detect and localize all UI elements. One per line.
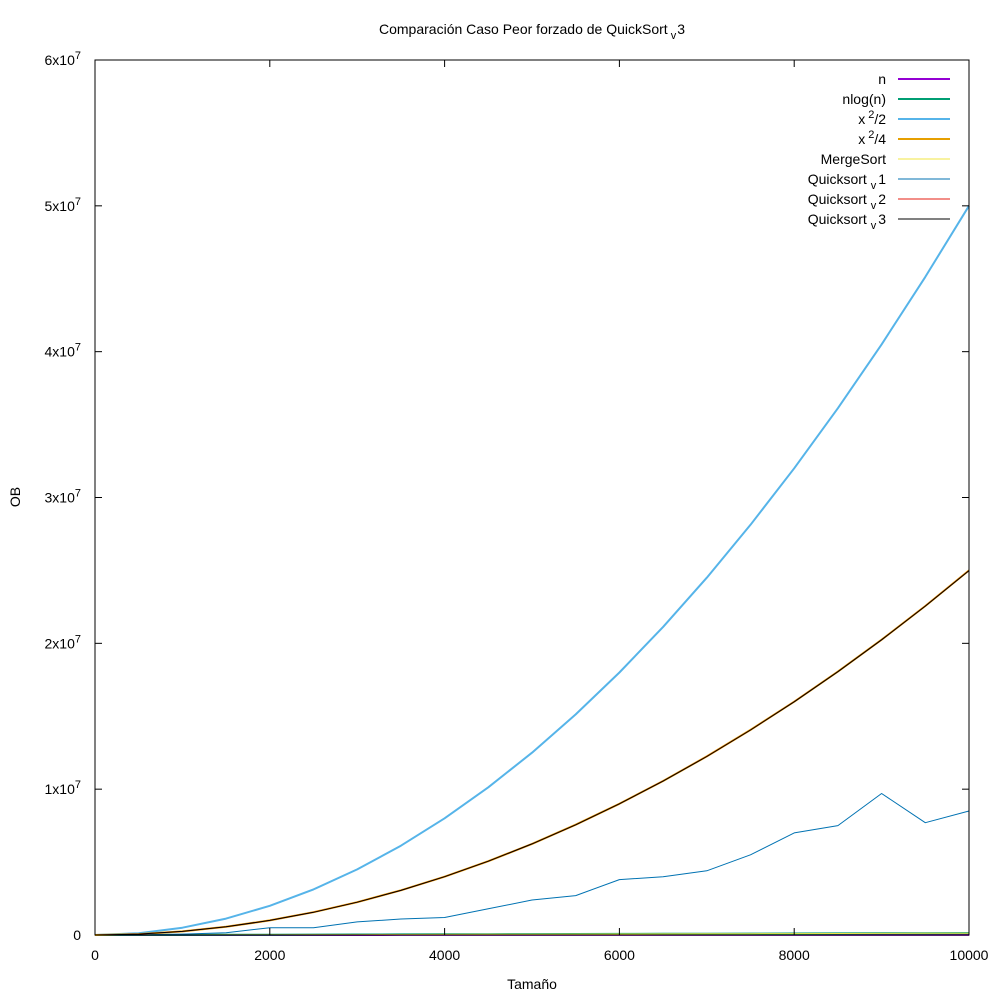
chart-title: Comparación Caso Peor forzado de QuickSo… — [379, 21, 685, 42]
legend-item: n — [878, 71, 950, 87]
series-line-quicksort-v3 — [94, 570, 970, 936]
legend-item: nlog(n) — [842, 91, 950, 107]
x-tick-label: 2000 — [254, 947, 285, 963]
axis-ticks: 0 2000 4000 6000 8000 10000 0 1x107 2x107 3x107 4x… — [45, 50, 989, 963]
y-tick-label: 5x107 — [45, 196, 81, 214]
x-axis-label: Tamaño — [507, 976, 557, 992]
y-tick-label: 2x107 — [45, 633, 81, 651]
x-tick-label: 6000 — [604, 947, 635, 963]
legend-label: x 2/2 — [858, 109, 886, 127]
legend-label: nlog(n) — [842, 91, 886, 107]
plot-frame — [94, 59, 970, 936]
x-tick-label: 8000 — [779, 947, 810, 963]
series-line-quicksort-v1 — [94, 793, 970, 936]
y-tick-label: 1x107 — [45, 779, 81, 797]
legend-label: x 2/4 — [858, 129, 886, 147]
series-line-x-2-2 — [94, 205, 970, 936]
x-tick-label: 10000 — [950, 947, 989, 963]
plot-series — [94, 205, 970, 936]
y-tick-label: 0 — [73, 927, 81, 943]
legend-item: MergeSort — [821, 151, 950, 167]
legend-label: MergeSort — [821, 151, 886, 167]
legend-label: n — [878, 71, 886, 87]
x-tick-label: 0 — [91, 947, 99, 963]
legend-item: x 2/2 — [858, 109, 950, 127]
y-tick-label: 6x107 — [45, 50, 81, 68]
legend-item: x 2/4 — [858, 129, 950, 147]
x-tick-label: 4000 — [429, 947, 460, 963]
y-axis-label: OB — [7, 487, 23, 507]
y-tick-label: 4x107 — [45, 342, 81, 360]
y-tick-label: 3x107 — [45, 488, 81, 506]
